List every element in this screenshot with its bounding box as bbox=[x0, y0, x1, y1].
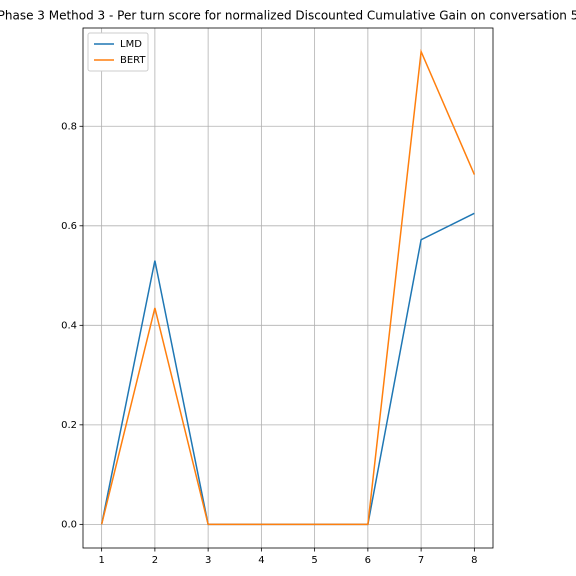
line-series bbox=[100, 48, 476, 526]
x-tick-label: 8 bbox=[471, 555, 477, 566]
y-tick-label: 0.0 bbox=[61, 519, 77, 530]
y-tick-label: 0.6 bbox=[61, 221, 77, 232]
x-tick-label: 5 bbox=[311, 555, 317, 566]
y-tick-label: 0.4 bbox=[61, 320, 77, 331]
plot-frame bbox=[82, 27, 494, 549]
line-series bbox=[100, 212, 475, 526]
legend-label: BERT bbox=[120, 55, 146, 66]
chart-title: Phase 3 Method 3 - Per turn score for no… bbox=[0, 9, 576, 23]
y-tick-label: 0.8 bbox=[61, 121, 77, 132]
legend-label: LMD bbox=[120, 39, 142, 50]
x-tick-label: 3 bbox=[205, 555, 211, 566]
x-tick-label: 2 bbox=[152, 555, 158, 566]
y-tick-label: 0.2 bbox=[61, 420, 77, 431]
legend-box bbox=[87, 32, 149, 72]
x-tick-label: 1 bbox=[98, 555, 104, 566]
x-tick-label: 6 bbox=[365, 555, 371, 566]
x-tick-label: 7 bbox=[418, 555, 424, 566]
x-tick-label: 4 bbox=[258, 555, 264, 566]
